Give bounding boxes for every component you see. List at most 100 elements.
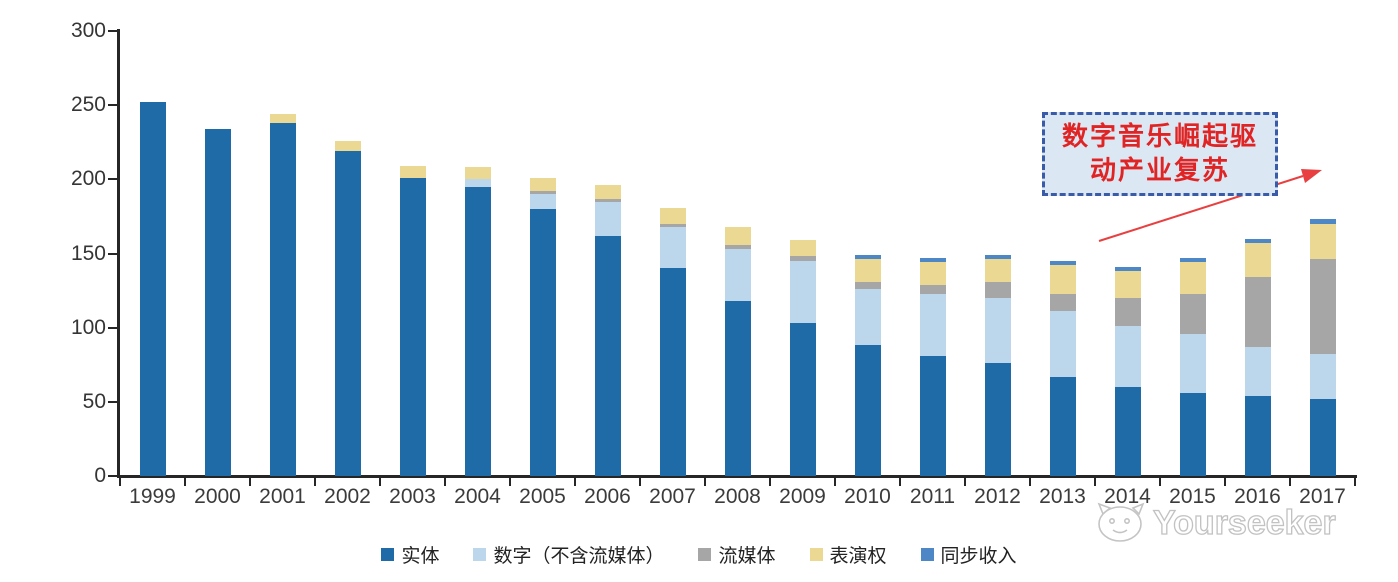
x-axis-tick bbox=[443, 478, 446, 486]
bar-segment bbox=[529, 177, 556, 192]
bar-segment bbox=[984, 259, 1011, 282]
bar-segment bbox=[269, 122, 296, 476]
bar-segment bbox=[529, 194, 556, 209]
cat-face-icon bbox=[1097, 502, 1145, 542]
bar-segment bbox=[659, 268, 686, 476]
x-axis-tick bbox=[1093, 478, 1096, 486]
bar-segment bbox=[1049, 265, 1076, 294]
legend-item: 实体 bbox=[381, 541, 439, 568]
y-axis-tick bbox=[108, 400, 117, 403]
bar-segment bbox=[919, 262, 946, 285]
bar-segment bbox=[464, 179, 491, 187]
legend-swatch bbox=[920, 548, 934, 561]
bar-segment bbox=[1114, 266, 1141, 272]
x-axis-tick bbox=[963, 478, 966, 486]
y-axis-tick bbox=[108, 252, 117, 255]
bar-segment bbox=[1309, 259, 1336, 355]
legend-item: 表演权 bbox=[809, 541, 887, 568]
x-axis-tick bbox=[638, 478, 641, 486]
x-axis-label: 2013 bbox=[1039, 485, 1086, 508]
y-axis-tick bbox=[108, 30, 117, 32]
bar-segment bbox=[724, 249, 751, 301]
y-axis-label: 200 bbox=[70, 167, 106, 191]
legend-swatch bbox=[809, 548, 823, 561]
bar-segment bbox=[334, 151, 361, 476]
bar-segment bbox=[1114, 271, 1141, 298]
bar-segment bbox=[854, 281, 881, 290]
bar-segment bbox=[594, 185, 621, 199]
bar-segment bbox=[1049, 260, 1076, 266]
bar-segment bbox=[919, 293, 946, 356]
x-axis-line bbox=[117, 475, 1357, 478]
x-axis-tick bbox=[118, 478, 121, 486]
annotation-text-line1: 数字音乐崛起驱 bbox=[1061, 122, 1258, 152]
bar-segment bbox=[659, 223, 686, 227]
x-axis-label: 2015 bbox=[1169, 485, 1216, 508]
legend: 实体 数字（不含流媒体） 流媒体 表演权 同步收入 bbox=[0, 541, 1398, 568]
x-axis-label: 2017 bbox=[1299, 485, 1346, 508]
bar-segment bbox=[464, 167, 491, 180]
bar-segment bbox=[1114, 387, 1141, 476]
y-axis-label: 250 bbox=[70, 93, 106, 117]
bar-segment bbox=[789, 323, 816, 476]
x-axis-label: 2014 bbox=[1104, 485, 1151, 508]
bar-segment bbox=[594, 235, 621, 476]
x-axis-label: 2004 bbox=[454, 485, 501, 508]
bar-segment bbox=[594, 198, 621, 202]
watermark-text: Yourseeker bbox=[1152, 503, 1336, 542]
x-axis-tick bbox=[248, 478, 251, 486]
bar-segment bbox=[399, 165, 426, 178]
x-axis-tick bbox=[703, 478, 706, 486]
bar-segment bbox=[724, 300, 751, 476]
legend-swatch bbox=[381, 548, 395, 561]
bar-segment bbox=[724, 226, 751, 245]
x-axis-label: 2016 bbox=[1234, 485, 1281, 508]
bar-segment bbox=[1244, 238, 1271, 244]
y-axis-tick bbox=[108, 104, 117, 107]
bar-segment bbox=[984, 298, 1011, 364]
x-axis-tick bbox=[768, 478, 771, 486]
x-axis-label: 2012 bbox=[974, 485, 1021, 508]
bar-segment bbox=[789, 256, 816, 261]
bar-segment bbox=[659, 207, 686, 224]
bar-segment bbox=[1244, 243, 1271, 278]
x-axis-tick bbox=[1353, 478, 1356, 486]
y-axis-tick bbox=[108, 178, 117, 181]
bar-segment bbox=[854, 345, 881, 476]
x-axis-label: 2010 bbox=[844, 485, 891, 508]
legend-item: 数字（不含流媒体） bbox=[473, 541, 664, 568]
bar-segment bbox=[334, 140, 361, 152]
x-axis-label: 2003 bbox=[389, 485, 436, 508]
x-axis-label: 2005 bbox=[519, 485, 566, 508]
x-axis-label: 2002 bbox=[324, 485, 371, 508]
y-axis-label: 100 bbox=[70, 315, 106, 339]
x-axis-tick bbox=[508, 478, 511, 486]
annotation-text-line2: 动产业复苏 bbox=[1089, 156, 1230, 185]
bar-segment bbox=[1244, 277, 1271, 347]
bar-segment bbox=[919, 355, 946, 476]
x-axis-label: 2000 bbox=[194, 485, 241, 508]
bar-segment bbox=[529, 191, 556, 195]
bar-segment bbox=[1049, 376, 1076, 476]
legend-label: 同步收入 bbox=[940, 546, 1017, 567]
bar-segment bbox=[1309, 219, 1336, 224]
legend-swatch bbox=[473, 548, 487, 561]
bar-segment bbox=[399, 177, 426, 476]
bar-segment bbox=[1049, 311, 1076, 377]
bar-segment bbox=[1309, 223, 1336, 260]
x-axis-tick bbox=[833, 478, 836, 486]
bar-segment bbox=[1179, 257, 1206, 263]
x-axis-tick bbox=[1288, 478, 1291, 486]
x-axis-tick bbox=[573, 478, 576, 486]
legend-label: 实体 bbox=[401, 546, 440, 567]
bar-segment bbox=[1114, 298, 1141, 327]
y-axis-line bbox=[117, 29, 120, 478]
legend-label: 流媒体 bbox=[718, 546, 776, 567]
bar-segment bbox=[854, 289, 881, 346]
x-axis-label: 2006 bbox=[584, 485, 631, 508]
bar-segment bbox=[1309, 398, 1336, 476]
bar-segment bbox=[984, 254, 1011, 260]
bar-segment bbox=[659, 226, 686, 269]
bar-segment bbox=[529, 209, 556, 476]
bar-segment bbox=[1114, 326, 1141, 387]
